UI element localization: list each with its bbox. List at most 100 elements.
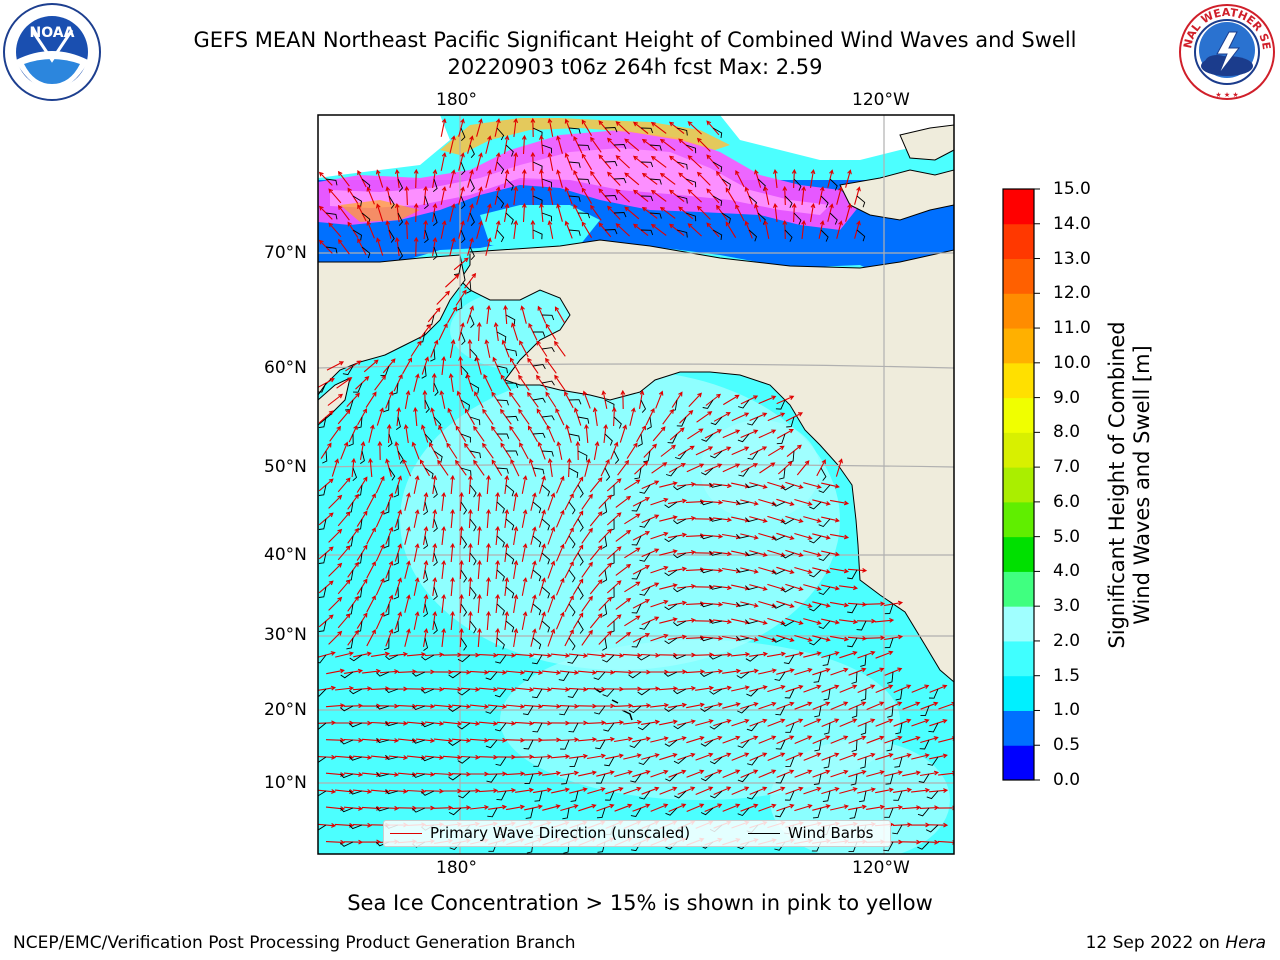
wave-direction-arrow bbox=[404, 526, 411, 545]
wind-barb bbox=[856, 195, 866, 208]
wind-barb bbox=[432, 212, 438, 227]
wave-direction-arrow bbox=[521, 577, 528, 596]
wind-barb bbox=[562, 807, 570, 820]
wave-direction-arrow bbox=[731, 786, 750, 796]
wind-barb bbox=[541, 518, 551, 531]
wave-direction-arrow bbox=[659, 719, 678, 726]
wind-barb bbox=[700, 773, 714, 782]
wave-direction-arrow bbox=[554, 374, 566, 391]
wave-direction-arrow bbox=[478, 687, 499, 692]
wave-direction-arrow bbox=[659, 138, 676, 151]
wind-barb bbox=[496, 127, 505, 141]
wave-direction-arrow bbox=[659, 206, 676, 219]
wave-direction-arrow bbox=[589, 613, 603, 629]
wave-direction-arrow bbox=[659, 549, 678, 556]
wave-direction-arrow bbox=[510, 458, 520, 477]
wind-barb bbox=[532, 637, 542, 650]
wind-barb bbox=[567, 654, 579, 664]
wave-direction-arrow bbox=[902, 735, 921, 744]
footer-date: 12 Sep 2022 on Hera bbox=[1085, 933, 1266, 953]
wind-barb bbox=[469, 246, 475, 260]
wave-direction-arrow bbox=[413, 202, 419, 223]
wind-barb bbox=[771, 569, 786, 575]
wave-direction-arrow bbox=[547, 220, 554, 239]
wind-barb bbox=[340, 671, 354, 679]
wave-direction-arrow bbox=[624, 206, 640, 220]
wave-direction-arrow bbox=[758, 668, 777, 675]
wind-barb bbox=[318, 790, 327, 797]
wind-barb bbox=[325, 178, 338, 186]
wind-barb bbox=[851, 705, 858, 719]
wave-direction-arrow bbox=[803, 482, 822, 489]
wind-barb bbox=[813, 773, 822, 785]
wind-barb bbox=[784, 195, 793, 208]
wave-direction-arrow bbox=[615, 529, 632, 542]
wind-barb bbox=[746, 722, 759, 732]
wind-barb bbox=[393, 484, 399, 498]
wave-direction-arrow bbox=[803, 584, 822, 591]
svg-text:★ ★ ★: ★ ★ ★ bbox=[1215, 91, 1238, 99]
wave-direction-arrow bbox=[794, 566, 813, 574]
wind-barb bbox=[486, 773, 498, 783]
wind-barb bbox=[469, 178, 475, 192]
wind-barb bbox=[532, 467, 545, 475]
wave-direction-arrow bbox=[758, 735, 777, 744]
wave-direction-arrow bbox=[325, 703, 346, 708]
wind-barb bbox=[793, 212, 802, 225]
wind-barb bbox=[541, 347, 555, 353]
wave-direction-arrow bbox=[520, 305, 527, 324]
wave-direction-arrow bbox=[483, 373, 493, 392]
wind-barb bbox=[505, 382, 519, 389]
wave-direction-arrow bbox=[370, 720, 391, 726]
wave-direction-arrow bbox=[731, 412, 750, 422]
wind-barb bbox=[457, 688, 471, 696]
wind-barb bbox=[318, 518, 327, 530]
wind-barb bbox=[738, 467, 750, 477]
wave-direction-arrow bbox=[478, 652, 499, 658]
wind-barb bbox=[342, 365, 354, 376]
wave-direction-arrow bbox=[448, 372, 454, 392]
wind-barb bbox=[568, 433, 581, 441]
wind-barb bbox=[604, 756, 615, 767]
wind-barb bbox=[613, 416, 622, 429]
wind-barb bbox=[433, 552, 438, 567]
wind-barb bbox=[709, 516, 723, 522]
wave-direction-arrow bbox=[542, 804, 561, 811]
wind-barb bbox=[823, 756, 831, 769]
wave-direction-arrow bbox=[593, 440, 600, 460]
wind-barb bbox=[745, 483, 759, 489]
wind-barb bbox=[748, 229, 758, 242]
wave-direction-arrow bbox=[794, 532, 813, 540]
wave-direction-arrow bbox=[449, 169, 456, 188]
wave-direction-arrow bbox=[902, 701, 921, 710]
wind-barb bbox=[457, 722, 471, 730]
wave-direction-arrow bbox=[694, 482, 715, 488]
wind-barb bbox=[505, 144, 514, 157]
wind-barb bbox=[771, 535, 786, 541]
wind-barb bbox=[745, 585, 759, 591]
wave-direction-arrow bbox=[767, 651, 787, 658]
wave-direction-arrow bbox=[440, 118, 447, 137]
wind-barb bbox=[631, 501, 642, 512]
wave-direction-arrow bbox=[809, 202, 816, 222]
colorbar-segment bbox=[1003, 640, 1034, 677]
wave-direction-arrow bbox=[577, 737, 598, 742]
colorbar-tick-label: 6.0 bbox=[1053, 491, 1081, 512]
wave-direction-arrow bbox=[659, 172, 676, 185]
wind-barb bbox=[457, 756, 471, 764]
wind-barb bbox=[458, 790, 471, 799]
wind-barb bbox=[411, 807, 426, 813]
wind-barb bbox=[631, 603, 642, 614]
wind-barb bbox=[532, 603, 542, 616]
wind-barb bbox=[448, 739, 462, 746]
wave-direction-arrow bbox=[509, 391, 521, 408]
wave-direction-arrow bbox=[767, 412, 786, 422]
wave-direction-arrow bbox=[328, 494, 343, 509]
wave-direction-arrow bbox=[582, 390, 591, 409]
wind-barb bbox=[613, 450, 620, 464]
wind-barb bbox=[700, 568, 714, 574]
wind-barb bbox=[712, 229, 723, 240]
wave-direction-arrow bbox=[514, 720, 535, 726]
wind-barb bbox=[673, 484, 687, 491]
wind-barb bbox=[847, 569, 858, 580]
